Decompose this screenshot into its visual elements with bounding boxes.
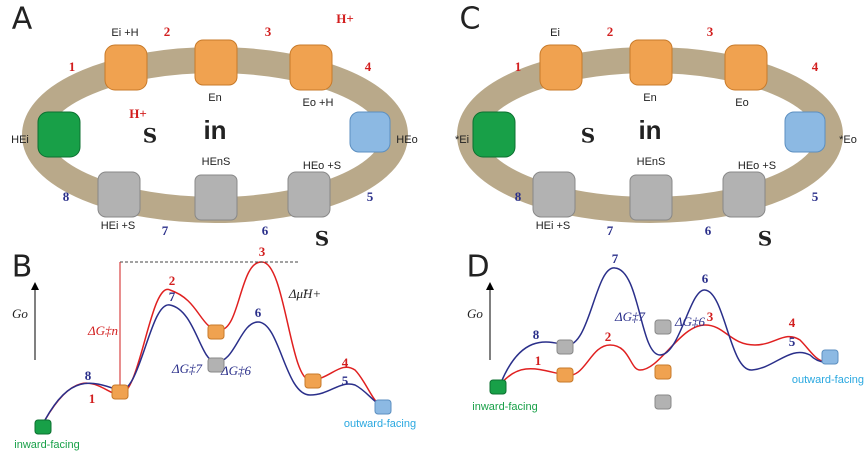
step: 3 <box>265 24 272 39</box>
step: 5 <box>367 189 374 204</box>
step: 1 <box>515 59 522 74</box>
protein <box>822 350 838 364</box>
step: 3 <box>707 24 714 39</box>
panel-label: C <box>460 2 481 37</box>
protein <box>375 400 391 414</box>
protein <box>655 395 671 409</box>
step: 7 <box>612 251 619 266</box>
end-label: outward-facing <box>344 418 416 430</box>
energy-curve <box>45 262 380 420</box>
step: 7 <box>607 223 614 238</box>
step: 6 <box>705 223 712 238</box>
step: 8 <box>533 327 540 342</box>
substrate: S <box>143 124 157 148</box>
step: 6 <box>262 223 269 238</box>
state: Eo <box>735 97 748 109</box>
state: Ei <box>550 27 560 39</box>
step: 6 <box>255 305 262 320</box>
state: HEnS <box>637 156 666 168</box>
state: *Ei <box>455 134 469 146</box>
step: 7 <box>169 289 176 304</box>
proton: H+ <box>336 11 354 26</box>
panel-label: B <box>12 250 33 285</box>
protein <box>557 340 573 354</box>
substrate: S <box>581 124 595 148</box>
step: 8 <box>515 189 522 204</box>
step: 8 <box>63 189 70 204</box>
step: 3 <box>259 244 266 259</box>
state: Ei +H <box>111 27 138 39</box>
step: 2 <box>605 329 612 344</box>
protein <box>557 368 573 382</box>
step: 7 <box>162 223 169 238</box>
step: 1 <box>535 353 542 368</box>
barrier-label: ΔG‡7 <box>171 361 203 376</box>
protein <box>35 420 51 434</box>
panel-label: A <box>12 2 33 37</box>
step: 1 <box>69 59 76 74</box>
end-label: inward-facing <box>14 439 79 451</box>
barrier-label: Δμ̃H+ <box>288 286 321 301</box>
step: 3 <box>707 309 714 324</box>
step: 5 <box>342 373 349 388</box>
protein <box>305 374 321 388</box>
protein <box>112 385 128 399</box>
step: 1 <box>89 391 96 406</box>
state: Eo +H <box>303 97 334 109</box>
step: 4 <box>812 59 819 74</box>
step: 2 <box>607 24 614 39</box>
step: 4 <box>365 59 372 74</box>
protein <box>208 325 224 339</box>
state: HEi +S <box>536 220 571 232</box>
substrate: S <box>315 227 329 251</box>
state: HEo <box>396 134 417 146</box>
substrate: S <box>758 227 772 251</box>
barrier-label: ΔG‡6 <box>674 314 706 329</box>
barrier-label: ΔG‡n <box>87 323 118 338</box>
step: 4 <box>789 315 796 330</box>
step: 5 <box>789 334 796 349</box>
step: 2 <box>164 24 171 39</box>
state: HEo +S <box>738 160 776 172</box>
proton: H+ <box>129 106 147 121</box>
end-label: outward-facing <box>792 374 864 386</box>
protein <box>655 365 671 379</box>
state: En <box>208 92 221 104</box>
center-label: in <box>203 115 226 145</box>
state: En <box>643 92 656 104</box>
step: 5 <box>812 189 819 204</box>
state: *Eo <box>839 134 857 146</box>
axis-label: Go <box>467 306 483 321</box>
step: 2 <box>169 273 176 288</box>
panel-label: D <box>466 250 489 285</box>
axis-label: Go <box>12 306 28 321</box>
protein <box>655 320 671 334</box>
barrier-label: ΔG‡7 <box>614 309 646 324</box>
state: HEi <box>11 134 29 146</box>
figure: A in 1 2 3 4 5 6 7 8 Ei +H En Eo +H HEi … <box>0 0 866 453</box>
state: HEo +S <box>303 160 341 172</box>
center-label: in <box>638 115 661 145</box>
end-label: inward-facing <box>472 401 537 413</box>
state: HEnS <box>202 156 231 168</box>
step: 8 <box>85 368 92 383</box>
step: 4 <box>342 355 349 370</box>
state: HEi +S <box>101 220 136 232</box>
barrier-label: ΔG‡6 <box>220 363 252 378</box>
step: 6 <box>702 271 709 286</box>
protein <box>490 380 506 394</box>
